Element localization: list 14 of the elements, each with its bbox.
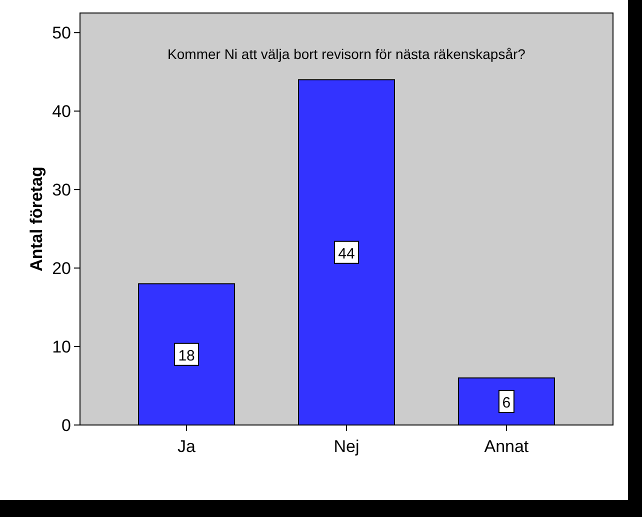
x-tick-label: Ja bbox=[178, 437, 196, 456]
y-tick-label: 20 bbox=[52, 259, 71, 278]
y-tick-label: 30 bbox=[52, 180, 71, 200]
data-label: 44 bbox=[338, 245, 355, 262]
x-tick-label: Nej bbox=[334, 437, 360, 456]
y-tick-label: 50 bbox=[52, 24, 71, 43]
data-label: 6 bbox=[502, 394, 511, 412]
y-tick-label: 10 bbox=[52, 338, 71, 357]
x-tick-label: Annat bbox=[484, 437, 529, 456]
data-label: 18 bbox=[178, 347, 195, 364]
y-tick-label: 0 bbox=[62, 416, 71, 435]
text: Kommer Ni att välja bort revisorn för nästa räkenskapsår? bbox=[168, 46, 526, 62]
y-tick-label: 40 bbox=[52, 102, 71, 122]
y-axis-title: Antal företag bbox=[27, 166, 46, 272]
